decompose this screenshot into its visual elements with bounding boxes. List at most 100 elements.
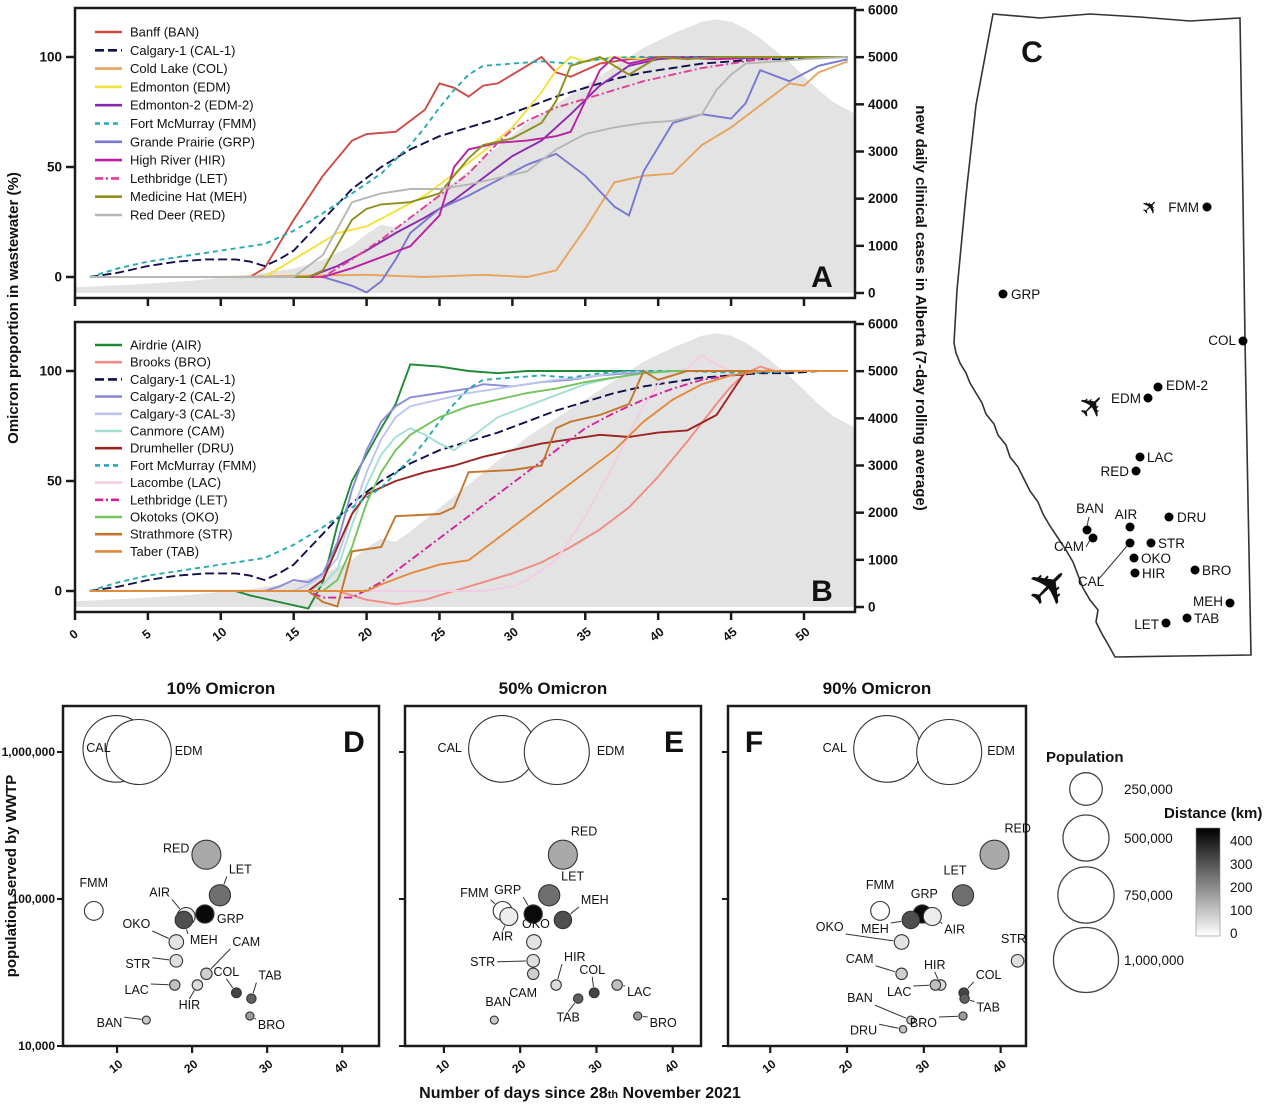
x-tick-label: 10 <box>106 1057 125 1076</box>
population-legend-label: 1,000,000 <box>1124 953 1184 968</box>
bubble-label-OKO: OKO <box>123 917 151 931</box>
series-line-DRU <box>89 370 848 592</box>
bubble-leader-OKO <box>152 930 170 939</box>
bubble-label-COL: COL <box>579 963 605 977</box>
x-axis-label: Number of days since 28th November 2021 <box>419 1085 741 1102</box>
distance-tick-label: 200 <box>1230 880 1253 895</box>
bubble-label-CAM: CAM <box>846 952 874 966</box>
distance-gradient-bar <box>1195 827 1221 937</box>
bubble-label-AIR: AIR <box>944 923 965 937</box>
map-city-label-RED: RED <box>1100 464 1129 479</box>
map-leader-BAN <box>1086 516 1090 527</box>
population-legend-title: Population <box>1046 749 1124 766</box>
legend-label-EDM-2: Edmonton-2 (EDM-2) <box>130 98 254 113</box>
map-leader-CAM <box>1085 539 1091 548</box>
y-tick-label: 50 <box>47 160 62 175</box>
x-tick-label: 10 <box>759 1057 778 1076</box>
bubble-CAM <box>526 967 540 981</box>
bubble-FMM <box>83 900 104 921</box>
bubble-leader-COL <box>591 976 594 987</box>
population-legend-label: 750,000 <box>1124 888 1173 903</box>
bubble-label-TAB: TAB <box>258 969 281 983</box>
bubble-label-HIR: HIR <box>564 950 586 964</box>
bubble-label-STR: STR <box>470 955 495 969</box>
bubble-leader-COL <box>225 978 234 989</box>
map-city-dot-COL <box>1238 336 1248 346</box>
bubble-label-CAM: CAM <box>232 935 260 949</box>
map-city-dot-CAL <box>1125 538 1135 548</box>
legend-label-LET: Lethbridge (LET) <box>130 492 228 507</box>
legend-label-GRP: Grande Prairie (GRP) <box>130 134 255 149</box>
legend-label-CAL-1: Calgary-1 (CAL-1) <box>130 43 235 58</box>
x-tick-label: 50 <box>793 625 813 645</box>
map-city-dot-LAC <box>1135 452 1145 462</box>
bubble-FMM <box>870 900 891 921</box>
bubble-leader-MEH <box>570 906 580 915</box>
y2-tick-label: 6000 <box>868 3 898 18</box>
bubble-label-STR: STR <box>125 957 150 971</box>
clinical-cases-area <box>75 333 855 607</box>
plot-frame <box>73 320 857 614</box>
bubble-label-GRP: GRP <box>494 883 521 897</box>
y2-tick-label: 1000 <box>868 552 898 567</box>
bubble-label-BRO: BRO <box>258 1018 285 1032</box>
panel-letter-b: B <box>811 575 833 608</box>
bubble-label-CAL: CAL <box>438 741 462 755</box>
bubble-leader-AIR <box>171 899 181 910</box>
bubble-BAN <box>489 1015 499 1025</box>
bubble-BAN <box>141 1015 151 1025</box>
bubble-leader-HIR <box>188 990 195 1000</box>
y2-tick-label: 5000 <box>868 50 898 65</box>
bubble-leader-GRP <box>522 896 529 906</box>
y-axis-label-left: Omicron proportion in wastewater (%) <box>5 172 22 444</box>
population-legend-label: 500,000 <box>1124 831 1173 846</box>
bubble-label-FMM: FMM <box>866 878 894 892</box>
series-line-FMM <box>89 56 848 278</box>
distance-tick-label: 100 <box>1230 903 1253 918</box>
bubble-label-FMM: FMM <box>460 886 488 900</box>
bubble-HIR <box>191 979 204 991</box>
bubble-label-LET: LET <box>561 869 584 883</box>
bubble-leader-HIR <box>934 971 939 980</box>
bubble-LAC <box>169 979 181 991</box>
plot-frame <box>403 704 703 1048</box>
bubble-leader-AIR <box>940 921 943 924</box>
y2-tick-label: 4000 <box>868 97 898 112</box>
bubble-leader-LET <box>223 876 228 885</box>
bubble-leader-HIR <box>557 963 563 980</box>
panel-letter-d: D <box>343 726 365 759</box>
plot-frame <box>73 6 857 300</box>
bubble-leader-OKO <box>845 933 894 942</box>
y-tick-label: 50 <box>47 474 62 489</box>
map-city-label-GRP: GRP <box>1011 287 1040 302</box>
series-line-BRO <box>89 365 848 606</box>
map-city-dot-DRU <box>1164 512 1174 522</box>
y2-tick-label: 5000 <box>868 364 898 379</box>
x-tick-label: 5 <box>140 627 154 642</box>
series-line-HIR <box>89 55 848 278</box>
bubble-label-LET: LET <box>944 863 967 877</box>
population-legend-circle <box>1062 814 1110 862</box>
bubble-label-STR: STR <box>1001 932 1026 946</box>
bubble-EDM <box>916 718 983 786</box>
map-city-label-FMM: FMM <box>1168 200 1199 215</box>
bubble-label-LAC: LAC <box>627 985 651 999</box>
map-city-label-COL: COL <box>1208 333 1236 348</box>
panel-letter-c: C <box>1021 36 1043 69</box>
bubble-CAM <box>200 967 213 981</box>
map-city-label-BRO: BRO <box>1202 563 1231 578</box>
bubble-leader-STR <box>497 960 526 963</box>
bubble-LET <box>208 884 232 907</box>
legend-label-AIR: Airdrie (AIR) <box>130 338 202 353</box>
legend-label-FMM: Fort McMurray (FMM) <box>130 116 256 131</box>
bubble-label-GRP: GRP <box>911 887 938 901</box>
series-line-RED <box>89 56 848 278</box>
bubble-OKO <box>168 934 185 950</box>
map-city-dot-AIR <box>1125 522 1135 532</box>
x-tick-label: 40 <box>647 625 667 645</box>
bubble-HIR <box>550 979 562 991</box>
bubble-EDM <box>105 718 172 786</box>
series-line-GRP <box>89 58 848 294</box>
map-city-dot-LET <box>1161 618 1171 628</box>
